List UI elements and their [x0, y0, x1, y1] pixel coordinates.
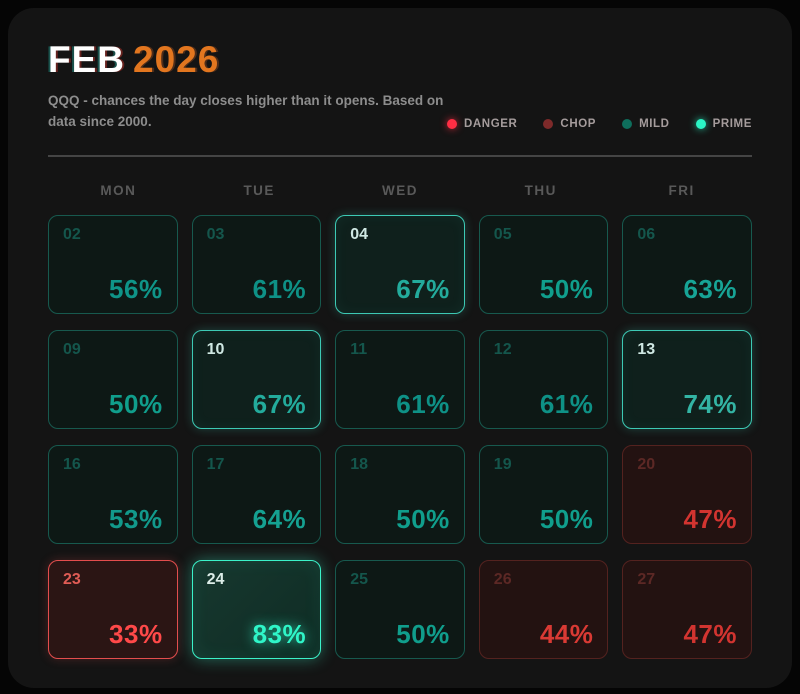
subtitle-row: QQQ - chances the day closes higher than…: [48, 91, 752, 133]
calendar-day-cell[interactable]: 18 50%: [335, 444, 465, 544]
legend-item[interactable]: PRIME: [695, 117, 752, 130]
cell-day-number: 27: [637, 570, 656, 588]
legend-dot-icon: [695, 118, 706, 129]
cell-day-number: 26: [493, 570, 512, 588]
calendar-day-cell[interactable]: 24 83%: [191, 559, 322, 659]
calendar-day-cell[interactable]: 06 63%: [622, 214, 752, 314]
cell-day-number: 11: [350, 340, 368, 358]
cell-percentage: 63%: [683, 273, 737, 304]
calendar-panel: FEB 2026 QQQ - chances the day closes hig…: [8, 8, 792, 688]
cell-day-number: 25: [350, 570, 368, 588]
cell-percentage: 61%: [252, 273, 307, 304]
calendar-day-cell[interactable]: 23 33%: [48, 559, 178, 659]
cell-day-number: 13: [637, 340, 656, 358]
calendar-day-cell[interactable]: 09 50%: [48, 329, 178, 429]
calendar-day-cell[interactable]: 17 64%: [191, 444, 322, 544]
cell-day-number: 17: [206, 455, 225, 473]
weekday-header: MON TUE WED THU FRI: [48, 183, 752, 198]
cell-day-number: 12: [493, 340, 512, 358]
legend-label: MILD: [639, 117, 670, 130]
divider: [48, 154, 752, 157]
legend-dot-icon: [446, 118, 457, 129]
weekday-label: WED: [381, 182, 418, 198]
legend: DANGER CHOP MILD PRIME: [446, 117, 752, 133]
weekday-label: TUE: [243, 182, 275, 198]
weekday-label: THU: [524, 182, 557, 198]
cell-percentage: 47%: [683, 618, 737, 649]
cell-day-number: 18: [350, 455, 368, 473]
legend-item[interactable]: DANGER: [446, 117, 518, 130]
calendar-day-cell[interactable]: 10 67%: [191, 329, 322, 429]
cell-day-number: 24: [206, 570, 225, 588]
legend-label: PRIME: [712, 117, 752, 130]
calendar-day-cell[interactable]: 25 50%: [335, 559, 465, 659]
subtitle-text: QQQ - chances the day closes higher than…: [48, 92, 444, 129]
cell-day-number: 19: [493, 455, 512, 473]
cell-percentage: 53%: [109, 503, 163, 534]
cell-percentage: 67%: [252, 388, 307, 419]
cell-percentage: 61%: [396, 388, 450, 419]
cell-percentage: 50%: [109, 388, 163, 419]
calendar-day-cell[interactable]: 13 74%: [622, 329, 752, 429]
cell-percentage: 83%: [252, 618, 307, 649]
cell-percentage: 44%: [539, 618, 594, 649]
cell-percentage: 61%: [539, 388, 594, 419]
calendar-day-cell[interactable]: 12 61%: [478, 329, 609, 429]
calendar-day-cell[interactable]: 19 50%: [478, 444, 609, 544]
calendar-day-cell[interactable]: 03 61%: [191, 214, 322, 314]
weekday-label: MON: [100, 182, 137, 198]
cell-day-number: 05: [493, 225, 512, 243]
page-title: FEB 2026: [48, 39, 752, 81]
calendar-day-cell[interactable]: 20 47%: [622, 444, 752, 544]
cell-percentage: 47%: [683, 503, 737, 534]
legend-label: DANGER: [463, 117, 518, 130]
cell-day-number: 09: [63, 340, 81, 358]
cell-percentage: 74%: [683, 388, 737, 419]
cell-day-number: 03: [206, 225, 225, 243]
cell-day-number: 10: [206, 340, 225, 358]
cell-day-number: 23: [63, 570, 81, 588]
calendar-day-cell[interactable]: 04 67%: [335, 214, 465, 314]
calendar-grid: 02 56% 03 61% 04 67% 05 50% 06 63% 09 50…: [48, 214, 752, 659]
title-year: 2026: [133, 39, 220, 80]
calendar-day-cell[interactable]: 27 47%: [622, 559, 752, 659]
cell-percentage: 50%: [539, 503, 594, 534]
cell-day-number: 02: [63, 225, 81, 243]
cell-day-number: 04: [350, 225, 368, 243]
legend-item[interactable]: MILD: [622, 118, 670, 130]
legend-dot-icon: [622, 118, 633, 129]
legend-item[interactable]: CHOP: [543, 118, 596, 130]
cell-percentage: 50%: [539, 273, 594, 304]
calendar-day-cell[interactable]: 26 44%: [478, 559, 609, 659]
cell-percentage: 56%: [109, 273, 163, 304]
cell-percentage: 50%: [396, 503, 450, 534]
calendar-day-cell[interactable]: 05 50%: [478, 214, 609, 314]
cell-day-number: 16: [63, 455, 81, 473]
title-month: FEB: [48, 39, 125, 80]
legend-label: CHOP: [560, 117, 597, 130]
calendar-day-cell[interactable]: 02 56%: [48, 214, 178, 314]
calendar-day-cell[interactable]: 16 53%: [48, 444, 178, 544]
cell-percentage: 64%: [252, 503, 307, 534]
calendar-day-cell[interactable]: 11 61%: [335, 329, 465, 429]
weekday-label: FRI: [668, 182, 695, 198]
cell-percentage: 33%: [109, 618, 163, 649]
cell-percentage: 67%: [396, 273, 450, 304]
cell-day-number: 20: [637, 455, 656, 473]
legend-dot-icon: [543, 118, 554, 129]
cell-day-number: 06: [637, 225, 656, 243]
cell-percentage: 50%: [396, 618, 450, 649]
